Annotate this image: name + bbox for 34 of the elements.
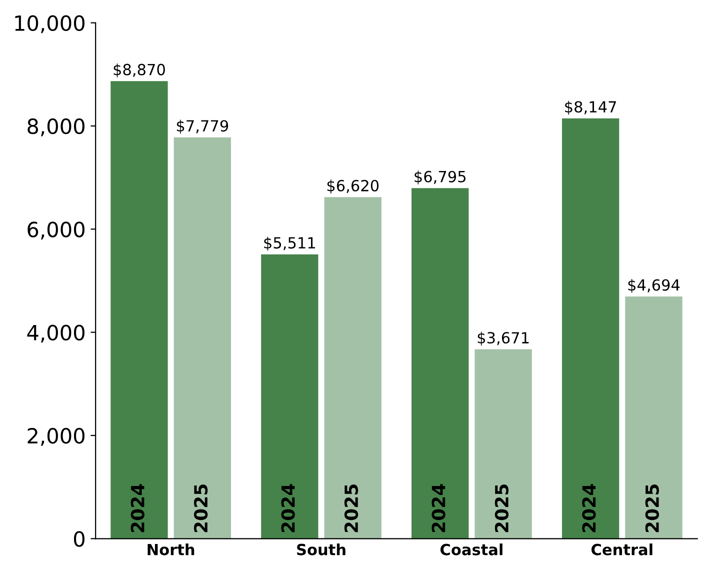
- data-label: $3,671: [478, 332, 529, 346]
- y-tick-label: 0: [74, 531, 84, 547]
- x-tick-label: Central: [592, 544, 652, 556]
- y-tick-label: 8,000: [28, 118, 84, 136]
- y-tick-label: 10,000: [15, 15, 84, 34]
- text: 2025: [494, 484, 509, 532]
- bar: [625, 296, 682, 539]
- text: 2024: [281, 484, 295, 532]
- series-label: 2024: [130, 484, 144, 532]
- y-tick-label: 4,000: [27, 324, 84, 343]
- data-label: $7,779: [176, 120, 228, 134]
- y-tick-label: 2,000: [28, 428, 84, 446]
- data-label: $8,870: [114, 64, 165, 78]
- bar: [412, 188, 469, 539]
- text: 2024: [432, 484, 446, 532]
- y-tick-label: 6,000: [28, 222, 84, 240]
- bar: [174, 137, 231, 539]
- bar: [474, 349, 532, 539]
- bar: [562, 118, 620, 539]
- bar: [110, 81, 168, 539]
- x-tick-label: Coastal: [440, 544, 502, 556]
- data-label: $4,694: [628, 278, 680, 293]
- data-label: $8,147: [565, 100, 616, 115]
- data-label: $5,511: [264, 236, 315, 251]
- bar: [324, 197, 382, 539]
- text: 2025: [645, 484, 659, 532]
- x-tick-label: North: [148, 544, 194, 556]
- data-label: $6,795: [414, 170, 466, 184]
- text: 2025: [344, 484, 358, 532]
- series-label: 2025: [194, 484, 208, 532]
- bar: [261, 254, 318, 539]
- x-tick-label: South: [297, 544, 346, 556]
- data-label: $6,620: [327, 180, 379, 194]
- text: 2024: [582, 484, 596, 532]
